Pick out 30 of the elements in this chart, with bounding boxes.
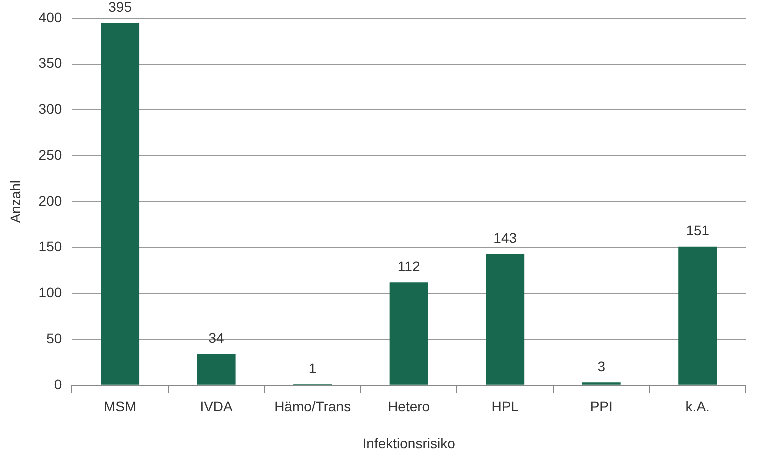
data-label: 395 (108, 0, 132, 15)
data-label: 151 (686, 222, 710, 239)
data-label: 112 (398, 258, 420, 274)
data-label: 143 (494, 230, 518, 246)
bar (390, 282, 428, 385)
x-tick-label: PPI (590, 398, 613, 415)
y-tick-label: 50 (46, 330, 62, 346)
data-label: 34 (208, 330, 225, 346)
data-label: 1 (308, 360, 317, 376)
x-tick-label: MSM (104, 398, 137, 415)
y-tick-label: 150 (38, 238, 62, 255)
data-label: 3 (598, 358, 606, 375)
y-tick-label: 350 (38, 55, 62, 72)
x-tick-label: Hetero (388, 398, 430, 415)
x-tick-label: Hämo/Trans (274, 398, 352, 415)
x-tick-label: HPL (492, 398, 520, 415)
bar (678, 246, 718, 385)
x-axis-title: Infektionsrisiko (362, 435, 456, 452)
y-tick-label: 300 (38, 101, 62, 118)
y-tick-label: 250 (38, 146, 62, 163)
bar (197, 354, 236, 385)
y-tick-label: 200 (38, 192, 62, 209)
bar (486, 254, 525, 385)
x-tick-label: IVDA (200, 398, 234, 415)
y-axis-title: Anzahl (7, 180, 24, 224)
y-tick-label: 400 (38, 9, 62, 26)
x-tick-label: k.A. (686, 398, 710, 415)
y-tick-label: 0 (54, 376, 62, 392)
y-tick-label: 100 (38, 284, 62, 301)
bar (101, 22, 140, 385)
